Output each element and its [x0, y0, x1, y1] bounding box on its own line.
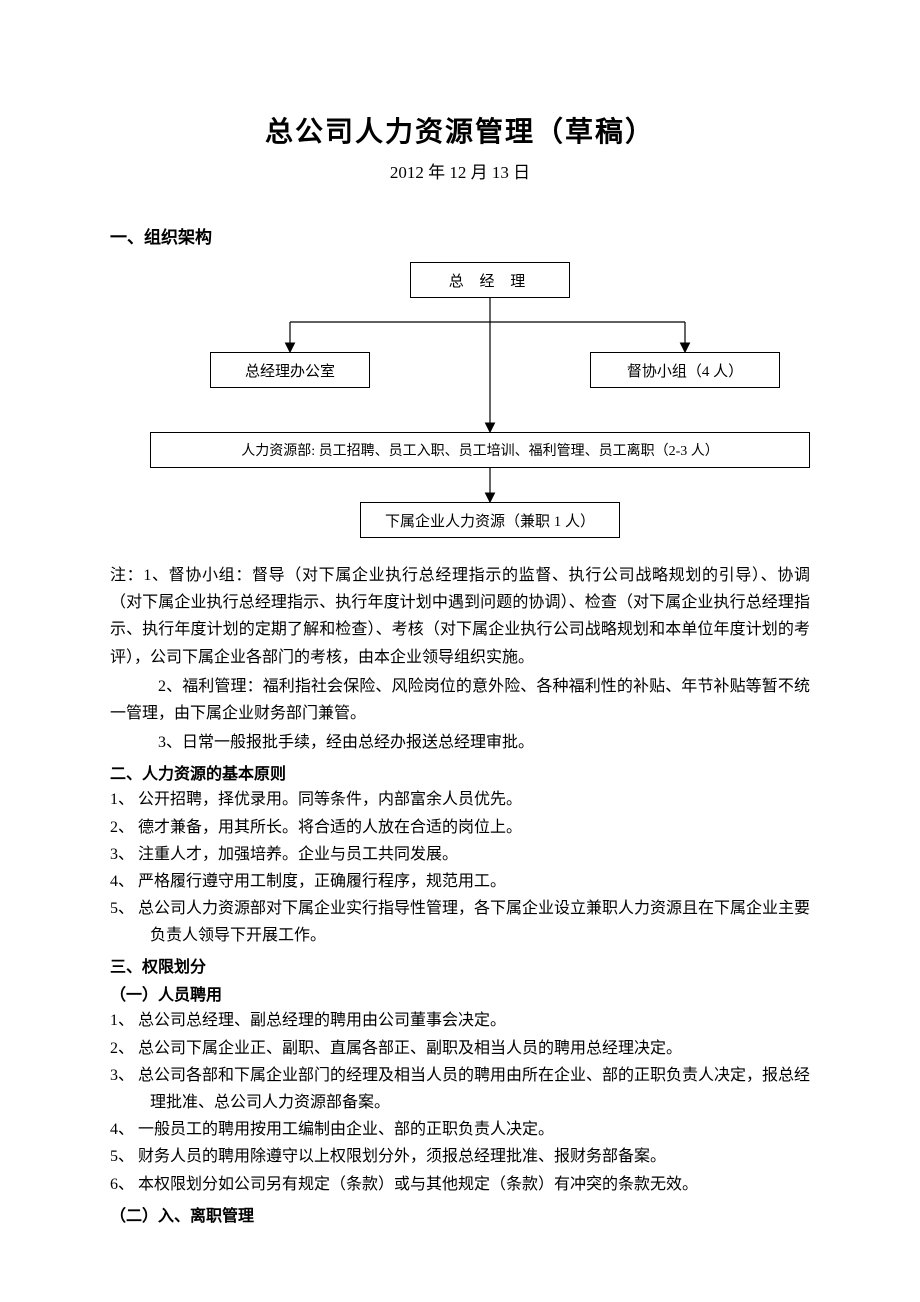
list-item: 5、 总公司人力资源部对下属企业实行指导性管理，各下属企业设立兼职人力资源且在下…	[110, 895, 810, 949]
note-2: 2、福利管理：福利指社会保险、风险岗位的意外险、各种福利性的补贴、年节补贴等暂不…	[110, 673, 810, 727]
list-item: 2、 总公司下属企业正、副职、直属各部正、副职及相当人员的聘用总经理决定。	[110, 1035, 810, 1062]
list-item: 3、 注重人才，加强培养。企业与员工共同发展。	[110, 841, 810, 868]
note-3: 3、日常一般报批手续，经由总经办报送总经理审批。	[110, 729, 810, 756]
section-3-sub1: （一）人员聘用	[110, 981, 810, 1005]
page-title: 总公司人力资源管理（草稿）	[110, 110, 810, 150]
node-sub-hr: 下属企业人力资源（兼职 1 人）	[360, 502, 620, 538]
list-item: 1、 公开招聘，择优录用。同等条件，内部富余人员优先。	[110, 786, 810, 813]
list-item: 5、 财务人员的聘用除遵守以上权限划分外，须报总经理批准、报财务部备案。	[110, 1143, 810, 1170]
section-3-heading: 三、权限划分	[110, 953, 810, 977]
list-item: 6、 本权限划分如公司另有规定（条款）或与其他规定（条款）有冲突的条款无效。	[110, 1171, 810, 1198]
principles-list: 1、 公开招聘，择优录用。同等条件，内部富余人员优先。 2、 德才兼备，用其所长…	[110, 786, 810, 949]
section-1-heading: 一、组织架构	[110, 223, 810, 248]
note-1: 注：1、督协小组：督导（对下属企业执行总经理指示的监督、执行公司战略规划的引导）…	[110, 562, 810, 671]
list-item: 1、 总公司总经理、副总经理的聘用由公司董事会决定。	[110, 1007, 810, 1034]
list-item: 2、 德才兼备，用其所长。将合适的人放在合适的岗位上。	[110, 814, 810, 841]
list-item: 4、 一般员工的聘用按用工编制由企业、部的正职负责人决定。	[110, 1116, 810, 1143]
section-3-sub2: （二）入、离职管理	[110, 1202, 810, 1226]
flowchart-edges	[110, 262, 810, 542]
node-general-manager: 总 经 理	[410, 262, 570, 298]
node-hr-dept: 人力资源部: 员工招聘、员工入职、员工培训、福利管理、员工离职（2-3 人）	[150, 432, 810, 468]
list-item: 3、 总公司各部和下属企业部门的经理及相当人员的聘用由所在企业、部的正职负责人决…	[110, 1062, 810, 1116]
node-gm-office: 总经理办公室	[210, 352, 370, 388]
hiring-list: 1、 总公司总经理、副总经理的聘用由公司董事会决定。 2、 总公司下属企业正、副…	[110, 1007, 810, 1197]
document-page: 总公司人力资源管理（草稿） 2012 年 12 月 13 日 一、组织架构	[0, 0, 920, 1302]
org-flowchart: 总 经 理 总经理办公室 督协小组（4 人） 人力资源部: 员工招聘、员工入职、…	[110, 262, 810, 542]
node-supervision-group: 督协小组（4 人）	[590, 352, 780, 388]
list-item: 4、 严格履行遵守用工制度，正确履行程序，规范用工。	[110, 868, 810, 895]
page-date: 2012 年 12 月 13 日	[110, 158, 810, 183]
section-2-heading: 二、人力资源的基本原则	[110, 760, 810, 784]
